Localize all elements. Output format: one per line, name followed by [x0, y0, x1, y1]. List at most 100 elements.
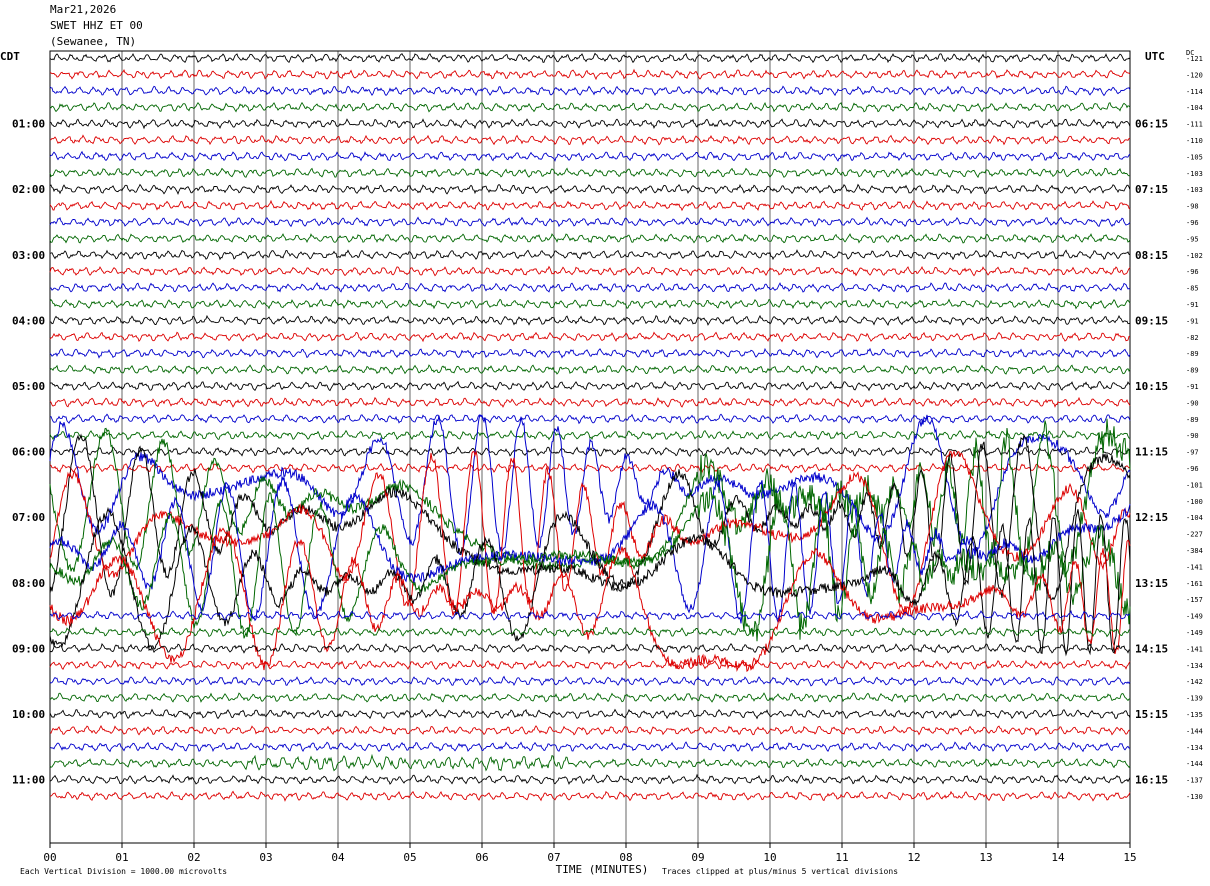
- x-tick-label: 00: [43, 851, 56, 864]
- cdt-time-label: 06:00: [12, 446, 45, 459]
- utc-time-label: 09:15: [1135, 314, 1168, 327]
- x-tick-label: 06: [475, 851, 488, 864]
- cdt-time-label: 07:00: [12, 511, 45, 524]
- x-tick-label: 01: [115, 851, 128, 864]
- dc-offset-label: -135: [1186, 711, 1203, 719]
- dc-offset-label: -91: [1186, 317, 1199, 325]
- x-tick-label: 11: [835, 851, 848, 864]
- plot-frame: [49, 50, 1131, 844]
- dc-offset-label: -111: [1186, 121, 1203, 129]
- dc-offset-label: -97: [1186, 449, 1199, 457]
- cdt-time-label: 11:00: [12, 774, 45, 787]
- x-tick-label: 14: [1051, 851, 1065, 864]
- dc-offset-label: -141: [1186, 645, 1203, 653]
- utc-time-label: 07:15: [1135, 183, 1168, 196]
- seismic-trace: [49, 314, 1131, 327]
- dc-offset-label: -144: [1186, 760, 1203, 768]
- utc-time-label: 16:15: [1135, 774, 1168, 787]
- dc-offset-label: -82: [1186, 334, 1199, 342]
- seismic-trace: [49, 298, 1131, 310]
- seismic-trace: [49, 527, 1131, 673]
- dc-offset-label: -105: [1186, 153, 1203, 161]
- seismic-trace: [49, 118, 1131, 130]
- dc-offset-label: -120: [1186, 71, 1203, 79]
- seismic-trace: [49, 216, 1131, 228]
- utc-time-label: 15:15: [1135, 708, 1168, 721]
- seismic-trace: [49, 626, 1131, 638]
- seismic-trace: [49, 741, 1131, 753]
- scale-note: Each Vertical Division = 1000.00 microvo…: [20, 867, 227, 876]
- cdt-time-label: 05:00: [12, 380, 45, 393]
- seismic-trace: [49, 134, 1131, 146]
- dc-offset-label: -90: [1186, 399, 1199, 407]
- seismic-trace: [49, 418, 1131, 576]
- utc-time-label: 10:15: [1135, 380, 1168, 393]
- clip-note: Traces clipped at plus/minus 5 vertical …: [662, 867, 898, 876]
- dc-offset-label: -144: [1186, 727, 1203, 735]
- seismic-trace: [49, 68, 1131, 81]
- dc-offset-label: -134: [1186, 744, 1203, 752]
- dc-offset-label: -114: [1186, 88, 1203, 96]
- seismic-trace: [49, 52, 1131, 64]
- cdt-time-label: 03:00: [12, 249, 45, 262]
- seismic-trace: [49, 183, 1131, 196]
- dc-offset-label: -101: [1186, 481, 1203, 489]
- seismic-trace: [49, 675, 1131, 687]
- dc-offset-label: -104: [1186, 104, 1203, 112]
- dc-offset-label: -103: [1186, 186, 1203, 194]
- axis-labels: 00 01 02 03 04 05 06 07 08 09 10 11 12 13 14 15 -121 -120…: [12, 55, 1203, 876]
- cdt-time-label: 09:00: [12, 642, 45, 655]
- cdt-time-label: 04:00: [12, 314, 45, 327]
- dc-offset-label: -85: [1186, 285, 1199, 293]
- trace-group: [49, 52, 1131, 802]
- utc-axis-label: UTC: [1145, 50, 1165, 63]
- seismic-trace: [49, 487, 1131, 642]
- cdt-time-label: 02:00: [12, 183, 45, 196]
- seismic-trace: [49, 331, 1130, 343]
- seismic-trace: [49, 642, 1130, 655]
- x-axis-title: TIME (MINUTES): [556, 863, 649, 876]
- seismic-trace: [49, 101, 1131, 113]
- dc-offset-label: -96: [1186, 268, 1199, 276]
- dc-offset-label: -100: [1186, 498, 1203, 506]
- dc-offset-label: -161: [1186, 580, 1203, 588]
- dc-offset-label: -149: [1186, 629, 1203, 637]
- seismic-trace: [49, 659, 1131, 671]
- dc-offset-label: -102: [1186, 252, 1203, 260]
- utc-time-label: 08:15: [1135, 249, 1168, 262]
- seismic-trace: [49, 506, 1131, 657]
- x-tick-label: 15: [1123, 851, 1136, 864]
- dc-offset-label: -130: [1186, 793, 1203, 801]
- seismic-trace: [49, 433, 1131, 601]
- dc-offset-label: -121: [1186, 55, 1203, 63]
- dc-offset-label: -141: [1186, 563, 1203, 571]
- dc-offset-label: -103: [1186, 170, 1203, 178]
- utc-time-label: 14:15: [1135, 642, 1168, 655]
- seismic-trace: [49, 725, 1131, 737]
- record-date: Mar21,2026: [50, 3, 117, 16]
- x-tick-label: 08: [619, 851, 632, 864]
- seismic-trace: [49, 429, 1131, 441]
- x-tick-label: 13: [979, 851, 992, 864]
- utc-time-label: 11:15: [1135, 446, 1168, 459]
- seismic-trace: [49, 692, 1131, 704]
- dc-offset-label: -137: [1186, 777, 1203, 785]
- seismic-trace: [49, 753, 1131, 772]
- utc-time-label: 06:15: [1135, 118, 1168, 131]
- dc-offset-label: -110: [1186, 137, 1203, 145]
- dc-offset-label: -104: [1186, 514, 1203, 522]
- seismic-trace: [49, 790, 1131, 802]
- dc-offset-label: -96: [1186, 465, 1199, 473]
- seismic-trace: [49, 413, 1131, 425]
- seismic-trace: [49, 85, 1131, 97]
- dc-offset-label: -149: [1186, 613, 1203, 621]
- seismic-trace: [49, 265, 1131, 277]
- seismic-trace: [49, 446, 1131, 458]
- seismic-trace: [49, 249, 1131, 261]
- x-tick-label: 04: [331, 851, 345, 864]
- dc-offset-label: -134: [1186, 662, 1203, 670]
- x-tick-label: 03: [259, 851, 272, 864]
- cdt-time-label: 10:00: [12, 708, 45, 721]
- dc-offset-label: -227: [1186, 531, 1203, 539]
